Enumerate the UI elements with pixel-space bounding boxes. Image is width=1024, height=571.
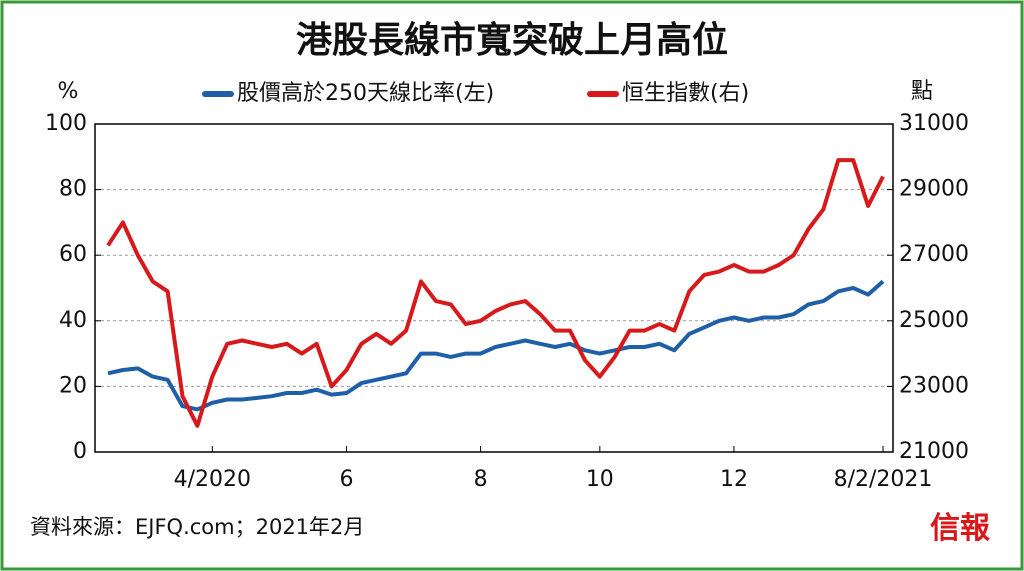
- y-tick-label: 40: [59, 308, 87, 333]
- series-line: [107, 279, 885, 412]
- logo: 信報: [930, 511, 991, 546]
- y-tick-label: 0: [73, 439, 87, 464]
- y-tick-label: 20: [59, 373, 87, 398]
- series-line: [106, 158, 885, 428]
- y-tick-label: 80: [59, 177, 87, 202]
- chart-title: 港股長線市寬突破上月高位: [296, 20, 728, 61]
- y2-tick-label: 31000: [899, 111, 969, 136]
- y2-tick-label: 29000: [899, 177, 969, 202]
- x-tick-label: 4/2020: [174, 467, 251, 492]
- y2-axis-unit: 點: [911, 79, 933, 104]
- y2-tick-label: 23000: [899, 373, 969, 398]
- plot-frame: [94, 123, 894, 453]
- source: 資料來源：EJFQ.com；2021年2月: [30, 515, 364, 539]
- y-tick-label: 100: [45, 111, 87, 136]
- y-tick-label: 60: [59, 242, 87, 267]
- x-tick-label: 6: [339, 467, 353, 492]
- x-tick-label: 12: [720, 467, 748, 492]
- y-axis-unit: %: [58, 79, 79, 104]
- y2-tick-label: 27000: [899, 242, 969, 267]
- y2-tick-label: 25000: [899, 308, 969, 333]
- legend-label: 恒生指數(右): [622, 81, 749, 106]
- legend-label: 股價高於250天線比率(左): [237, 81, 494, 106]
- y2-tick-label: 21000: [899, 439, 969, 464]
- x-tick-label: 8: [474, 467, 488, 492]
- x-tick-label: 10: [586, 467, 614, 492]
- x-tick-label: 8/2/2021: [834, 467, 933, 492]
